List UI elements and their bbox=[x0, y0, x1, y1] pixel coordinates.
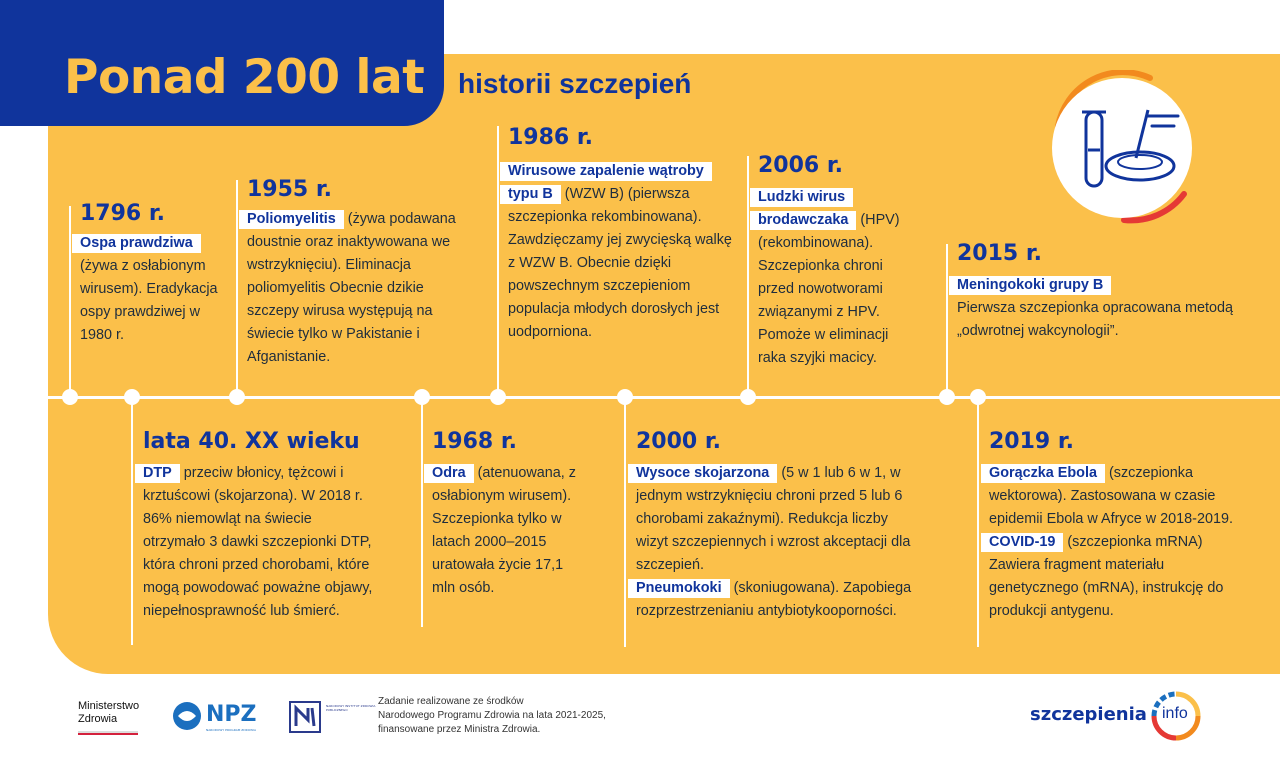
event-text: Pierwsza szczepionka opracowana metodą „… bbox=[957, 300, 1233, 339]
page-subtitle: historii szczepień bbox=[458, 68, 692, 99]
timeline-axis bbox=[48, 396, 1280, 399]
timeline-dot bbox=[62, 389, 78, 405]
npz-logo: NPZ NARODOWY PROGRAM ZDROWIA bbox=[170, 700, 270, 740]
event-text-2: (skoniugowana). Zapobiega rozprzestrzeni… bbox=[636, 580, 912, 619]
event-year: 2015 r. bbox=[957, 241, 1042, 266]
event-text: (WZW B) (pierwsza szczepionka rekombinow… bbox=[508, 186, 732, 340]
nipz-logo: NARODOWY INSTYTUT ZDROWIA PUBLICZNEGO bbox=[288, 700, 375, 738]
event-1986: 1986 r. Wirusowe zapalenie wątroby typu … bbox=[500, 124, 736, 344]
ministry-logo-line1: Ministerstwo bbox=[78, 700, 140, 712]
event-text-2: (szczepionka mRNA) Zawiera fragment mate… bbox=[989, 534, 1224, 619]
event-year: 1955 r. bbox=[247, 177, 332, 202]
timeline-dot bbox=[124, 389, 140, 405]
event-1968: 1968 r. Odra (atenuowana, z osłabionym w… bbox=[424, 428, 582, 600]
connector-2015 bbox=[946, 244, 948, 398]
event-description: Poliomyelitis (żywa podawana doustnie or… bbox=[239, 208, 467, 369]
event-year: 2000 r. bbox=[636, 429, 721, 454]
funding-line-3: finansowane przez Ministra Zdrowia. bbox=[378, 724, 541, 735]
event-text: (żywa podawana doustnie oraz inaktywowan… bbox=[247, 211, 456, 365]
event-text: (szczepionka wektorowa). Zastosowana w c… bbox=[989, 465, 1233, 527]
connector-lata40 bbox=[131, 397, 133, 645]
timeline-dot bbox=[414, 389, 430, 405]
event-highlight: Gorączka Ebola bbox=[981, 464, 1105, 483]
event-description: Wysoce skojarzona (5 w 1 lub 6 w 1, w je… bbox=[628, 462, 916, 623]
funding-line-2: Narodowego Programu Zdrowia na lata 2021… bbox=[378, 710, 606, 721]
polish-flag-bar-icon bbox=[78, 731, 138, 735]
event-year: 1968 r. bbox=[432, 429, 517, 454]
event-2000: 2000 r. Wysoce skojarzona (5 w 1 lub 6 w… bbox=[628, 428, 916, 623]
connector-1986 bbox=[497, 126, 499, 398]
brand-suffix: info bbox=[1162, 705, 1188, 722]
event-text: (żywa z osłabionym wirusem). Eradykacja … bbox=[80, 258, 218, 343]
funding-line-1: Zadanie realizowane ze środków bbox=[378, 696, 524, 707]
event-highlight: Odra bbox=[424, 464, 474, 483]
nipz-logo-text: NARODOWY INSTYTUT ZDROWIA PUBLICZNEGO bbox=[326, 704, 376, 712]
event-description: Gorączka Ebola (szczepionka wektorowa). … bbox=[981, 462, 1239, 623]
event-1796: 1796 r. Ospa prawdziwa (żywa z osłabiony… bbox=[72, 200, 230, 347]
event-highlight: DTP bbox=[135, 464, 180, 483]
event-description: Ospa prawdziwa (żywa z osłabionym wiruse… bbox=[72, 232, 230, 347]
event-description: Meningokoki grupy B Pierwsza szczepionka… bbox=[949, 274, 1237, 343]
event-year: 1796 r. bbox=[80, 201, 165, 226]
event-description: DTP przeciw błonicy, tężcowi i krztuścow… bbox=[135, 462, 373, 623]
ministry-of-health-logo: Ministerstwo Zdrowia bbox=[78, 700, 139, 726]
funding-note: Zadanie realizowane ze środków Narodoweg… bbox=[378, 695, 606, 737]
timeline-dot bbox=[970, 389, 986, 405]
event-text: (HPV) (rekombinowana). Szczepionka chron… bbox=[758, 212, 900, 366]
timeline-dot bbox=[939, 389, 955, 405]
event-highlight: Wysoce skojarzona bbox=[628, 464, 778, 483]
event-highlight-2: COVID-19 bbox=[981, 533, 1064, 552]
timeline-dot bbox=[740, 389, 756, 405]
event-highlight-2: Pneumokoki bbox=[628, 579, 730, 598]
event-highlight: Ospa prawdziwa bbox=[72, 234, 201, 253]
event-highlight: Ludzki wirus brodawczaka bbox=[750, 188, 857, 230]
ministry-logo-line2: Zdrowia bbox=[78, 713, 118, 725]
event-description: Wirusowe zapalenie wątroby typu B (WZW B… bbox=[500, 160, 736, 344]
timeline-dot bbox=[617, 389, 633, 405]
event-year: 2006 r. bbox=[758, 153, 843, 178]
page-title: Ponad 200 lat bbox=[64, 50, 425, 105]
connector-2000 bbox=[624, 397, 626, 647]
event-2019: 2019 r. Gorączka Ebola (szczepionka wekt… bbox=[981, 428, 1239, 623]
connector-1796 bbox=[69, 206, 71, 398]
npz-logo-text: NPZ bbox=[206, 702, 257, 727]
event-year: lata 40. XX wieku bbox=[143, 429, 360, 454]
event-highlight: Poliomyelitis bbox=[239, 210, 344, 229]
timeline-dot bbox=[229, 389, 245, 405]
event-2015: 2015 r. Meningokoki grupy B Pierwsza szc… bbox=[949, 240, 1237, 343]
test-tube-petri-dish-icon bbox=[1040, 70, 1206, 228]
title-tab bbox=[0, 0, 444, 126]
event-highlight: Meningokoki grupy B bbox=[949, 276, 1112, 295]
event-year: 2019 r. bbox=[989, 429, 1074, 454]
event-lata40: lata 40. XX wieku DTP przeciw błonicy, t… bbox=[135, 428, 373, 623]
event-text: przeciw błonicy, tężcowi i krztuścowi (s… bbox=[143, 465, 373, 619]
event-text: (atenuowana, z osłabionym wirusem). Szcz… bbox=[432, 465, 576, 596]
brand-ring-icon bbox=[1151, 691, 1201, 741]
connector-1968 bbox=[421, 397, 423, 627]
npz-logo-subtext: NARODOWY PROGRAM ZDROWIA bbox=[206, 728, 257, 732]
connector-1955 bbox=[236, 180, 238, 398]
connector-2006 bbox=[747, 156, 749, 398]
event-1955: 1955 r. Poliomyelitis (żywa podawana dou… bbox=[239, 176, 467, 369]
event-2006: 2006 r. Ludzki wirus brodawczaka (HPV) (… bbox=[750, 152, 918, 370]
event-text: (5 w 1 lub 6 w 1, w jednym wstrzyknięciu… bbox=[636, 465, 911, 573]
brand-name: szczepienia bbox=[1030, 704, 1147, 725]
connector-2019 bbox=[977, 397, 979, 647]
event-description: Odra (atenuowana, z osłabionym wirusem).… bbox=[424, 462, 582, 600]
event-year: 1986 r. bbox=[508, 125, 593, 150]
event-description: Ludzki wirus brodawczaka (HPV) (rekombin… bbox=[750, 186, 918, 370]
timeline-dot bbox=[490, 389, 506, 405]
